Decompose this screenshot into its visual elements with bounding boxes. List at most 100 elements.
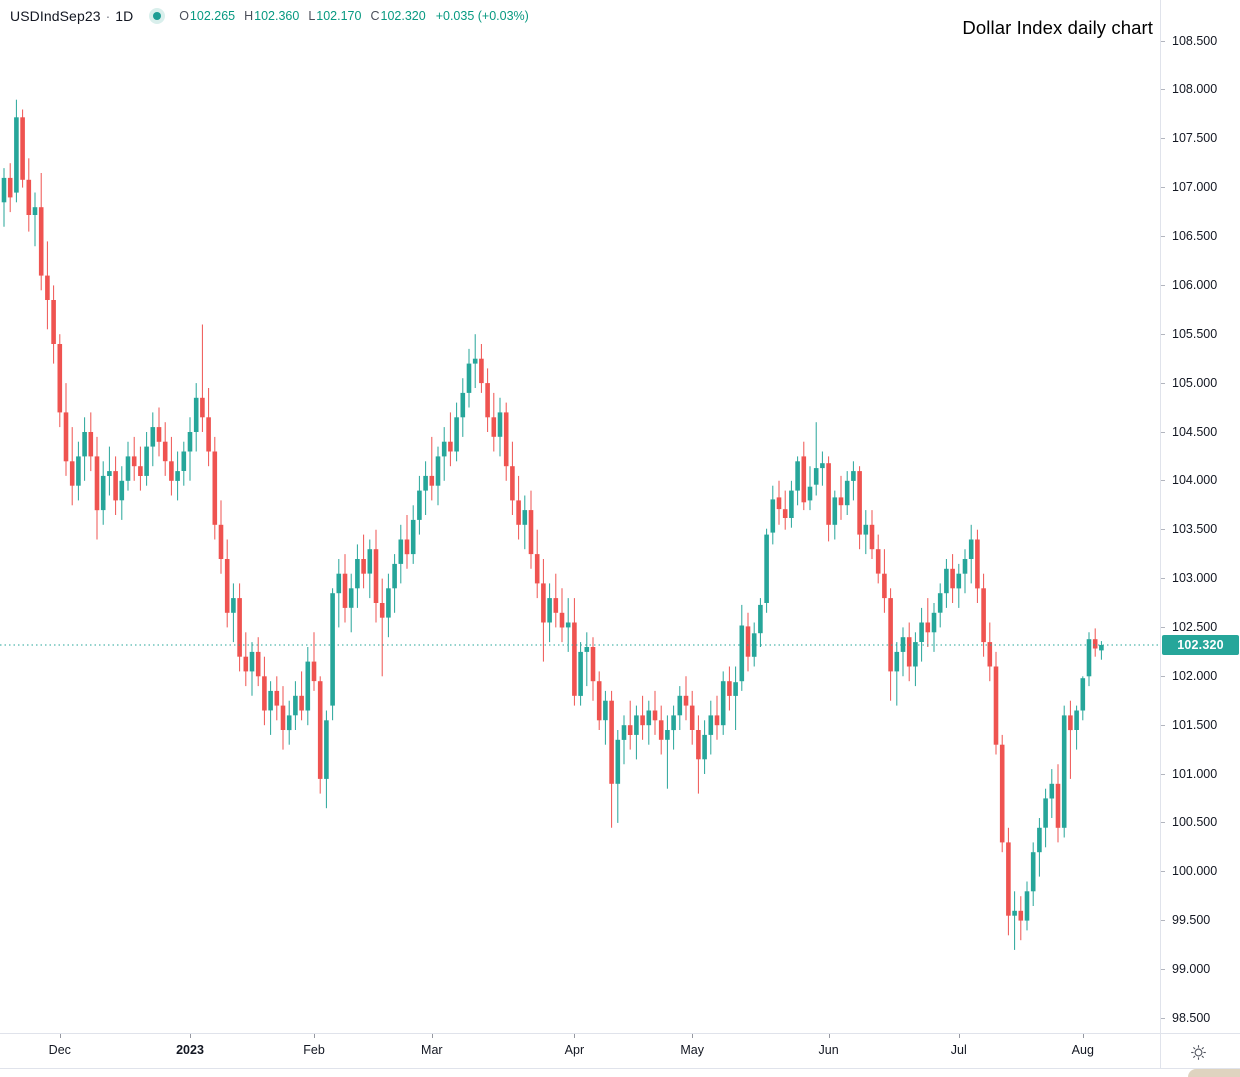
price-axis-label: 106.000 (1172, 277, 1218, 292)
candle (212, 436, 218, 540)
price-axis-tick (1161, 724, 1165, 726)
candle (193, 383, 199, 452)
candle (1030, 842, 1036, 906)
candle (255, 637, 261, 687)
candle (460, 378, 466, 437)
candle (578, 642, 583, 706)
price-axis-tick (1161, 969, 1165, 970)
candle (603, 690, 608, 745)
candle (497, 397, 503, 457)
candle (274, 676, 280, 721)
close-label: C (370, 9, 380, 23)
candle (76, 441, 81, 501)
candle (1006, 827, 1011, 936)
candle (1061, 705, 1067, 838)
candle (57, 334, 63, 428)
candle (590, 637, 596, 701)
candle (720, 671, 726, 735)
candle (888, 588, 893, 701)
candle (677, 686, 683, 730)
price-axis-label: 107.000 (1172, 180, 1218, 195)
candle (237, 583, 242, 672)
candle (999, 734, 1005, 853)
price-axis-label: 103.500 (1172, 522, 1218, 537)
candle (584, 632, 590, 687)
candle (981, 573, 986, 657)
candle (931, 603, 937, 652)
candle (609, 690, 614, 828)
candle (491, 392, 497, 452)
candle (733, 666, 738, 730)
price-axis-label: 107.500 (1172, 131, 1218, 146)
candle (863, 510, 869, 555)
candle (280, 686, 286, 750)
high-label: H (244, 9, 254, 23)
low-label: L (308, 9, 316, 23)
price-axis-tick (1161, 40, 1165, 42)
price-axis-label: 101.000 (1172, 766, 1218, 781)
price-axis-label: 105.500 (1172, 326, 1218, 341)
candle (832, 490, 838, 540)
candle (243, 632, 249, 687)
candle (553, 573, 559, 628)
time-axis-label: 2023 (176, 1043, 204, 1057)
price-axis-label: 104.000 (1172, 473, 1218, 488)
gear-icon (1190, 1044, 1206, 1060)
candle (937, 583, 943, 628)
price-axis-tick (1161, 1017, 1165, 1019)
candle (547, 583, 552, 643)
candle (441, 427, 447, 481)
candle (813, 422, 819, 496)
candle (795, 456, 800, 506)
symbol-name[interactable]: USDIndSep23 (10, 8, 101, 24)
price-axis-tick (1161, 480, 1165, 482)
candle (528, 490, 534, 569)
candle (627, 700, 633, 750)
candle (125, 441, 131, 491)
time-axis-tick (958, 1034, 960, 1038)
candle (218, 500, 224, 574)
candle (919, 607, 924, 662)
candle (144, 432, 149, 486)
candle (621, 715, 627, 765)
candle (305, 647, 311, 726)
candle (671, 705, 676, 750)
candle (175, 451, 180, 501)
symbol-legend[interactable]: USDIndSep23 · 1D O 102.265 H 102.360 L 1… (10, 7, 529, 25)
candle (107, 446, 112, 496)
price-axis-label: 100.000 (1172, 864, 1218, 879)
time-axis-tick (828, 1034, 830, 1038)
candle (286, 700, 292, 745)
candle (181, 441, 187, 486)
candle (1037, 818, 1042, 877)
time-axis-label: Apr (564, 1043, 585, 1057)
time-axis-settings-button[interactable] (1188, 1042, 1208, 1062)
price-axis-tick (1161, 187, 1165, 189)
change-value: +0.035 (+0.03%) (435, 9, 529, 23)
candle (1043, 788, 1048, 848)
source-dot-icon[interactable] (149, 8, 166, 24)
candle (330, 588, 335, 721)
chart-canvas[interactable] (0, 0, 1160, 1033)
candle (1086, 632, 1092, 687)
time-axis[interactable]: Dec 2023 Feb Mar Apr May Jun Jul Aug (0, 1034, 1160, 1068)
candle (851, 461, 856, 501)
candle (640, 695, 645, 740)
price-axis[interactable]: 108.500 108.000 107.500 107.000 106.500 106.0… (1161, 0, 1240, 1033)
candle (162, 422, 168, 476)
candle (466, 348, 472, 408)
candle (838, 475, 844, 520)
candle (1068, 700, 1073, 779)
interval-label[interactable]: 1D (115, 8, 134, 24)
time-axis-label: Feb (303, 1043, 325, 1057)
candle (696, 715, 701, 794)
candle (131, 436, 137, 481)
candle (764, 528, 769, 613)
candle (187, 417, 193, 481)
candle (410, 505, 416, 564)
candle (714, 695, 720, 740)
candle (987, 622, 993, 682)
candle (993, 651, 999, 755)
candle (596, 671, 602, 730)
time-axis-label: Aug (1071, 1043, 1094, 1057)
